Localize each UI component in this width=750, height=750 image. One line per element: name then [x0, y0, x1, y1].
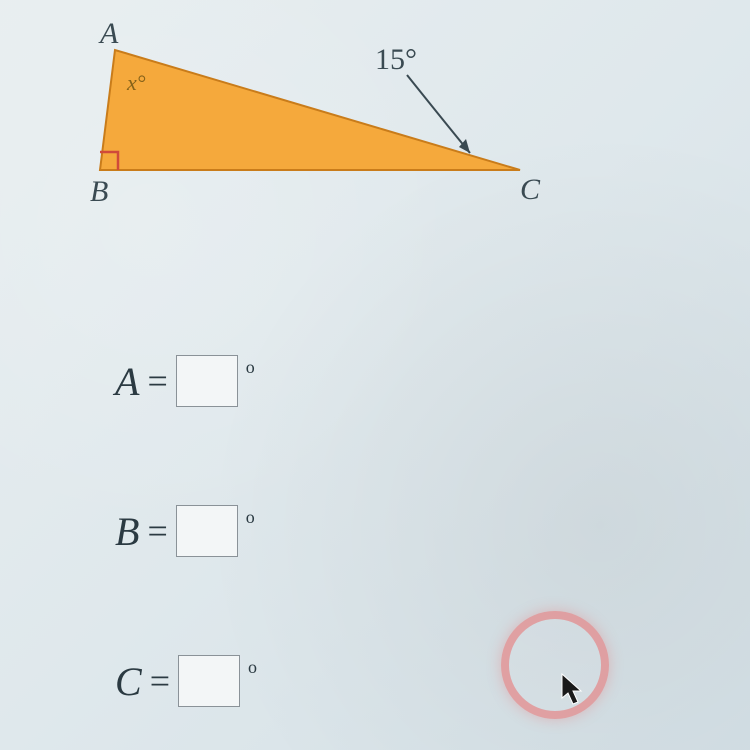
answer-input-b[interactable] — [176, 505, 238, 557]
answer-row-b: B = o — [115, 505, 255, 557]
equals-sign: = — [147, 510, 167, 552]
answer-row-a: A = o — [115, 355, 255, 407]
answer-var-b: B — [115, 508, 139, 555]
vertex-b-label: B — [90, 175, 108, 209]
answer-input-a[interactable] — [176, 355, 238, 407]
answer-input-c[interactable] — [178, 655, 240, 707]
angle-x-label: x° — [127, 70, 146, 96]
answer-row-c: C = o — [115, 655, 257, 707]
vertex-c-label: C — [520, 173, 540, 207]
degree-symbol: o — [246, 507, 255, 528]
equals-sign: = — [147, 360, 167, 402]
cursor-highlight-ring — [501, 611, 609, 719]
triangle-shape — [100, 50, 520, 170]
triangle-diagram: A B C x° 15° — [55, 25, 575, 225]
cursor-arrow-icon — [560, 672, 588, 706]
vertex-a-label: A — [100, 17, 118, 51]
answer-var-c: C — [115, 658, 142, 705]
answer-var-a: A — [115, 358, 139, 405]
equals-sign: = — [150, 660, 170, 702]
degree-symbol: o — [246, 357, 255, 378]
degree-symbol: o — [248, 657, 257, 678]
angle-c-label: 15° — [375, 43, 417, 77]
